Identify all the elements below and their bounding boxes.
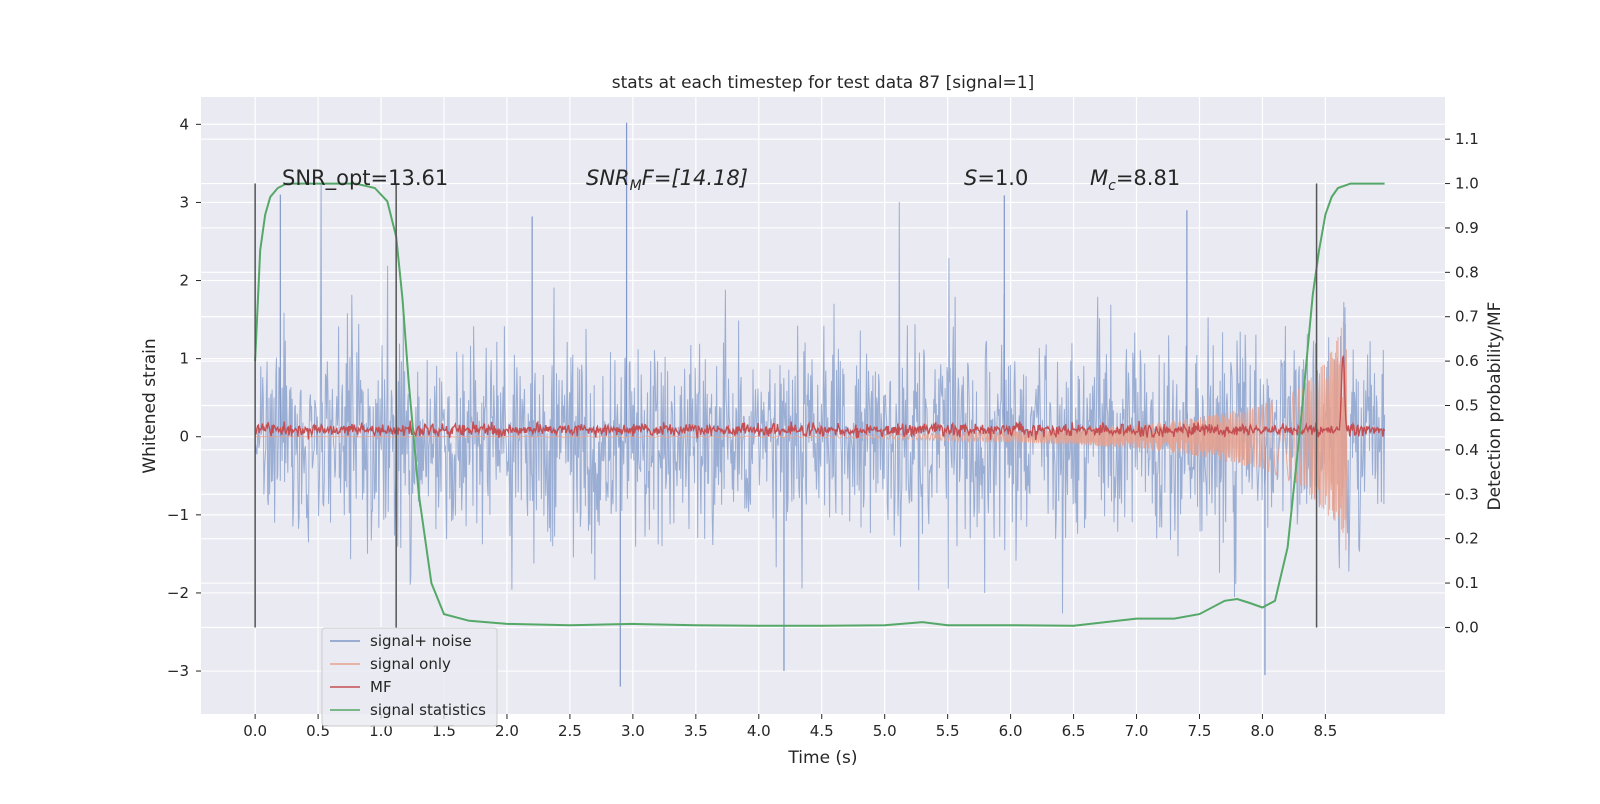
y-right-tick-label: 0.9 bbox=[1455, 219, 1479, 237]
y-right-tick-labels: 0.0 0.1 0.2 0.3 0.4 0.5 0.6 0.7 0.8 0.9 1.0 1.1 bbox=[1455, 130, 1479, 636]
annotation-s: S=1.0 bbox=[964, 166, 1028, 190]
x-tick-label: 2.5 bbox=[558, 722, 582, 740]
y-right-tick-label: 0.4 bbox=[1455, 441, 1479, 459]
y-left-tick-label: 3 bbox=[179, 193, 189, 211]
y-left-tick-label: 1 bbox=[179, 350, 189, 368]
annotation-mc: Mc=8.81 bbox=[1090, 166, 1180, 194]
x-axis-label: Time (s) bbox=[787, 748, 857, 768]
y-left-axis-label: Whitened strain bbox=[140, 338, 160, 473]
legend: signal+ noise signal only MF signal stat… bbox=[321, 627, 498, 727]
x-tick-label: 2.0 bbox=[495, 722, 519, 740]
series-signal-statistics bbox=[254, 182, 1385, 627]
y-right-tick-label: 0.2 bbox=[1455, 530, 1479, 548]
y-right-tick-label: 1.1 bbox=[1455, 130, 1479, 148]
y-left-tick-label: −3 bbox=[167, 662, 189, 680]
x-tick-label: 6.0 bbox=[999, 722, 1023, 740]
x-tick-label: 6.5 bbox=[1062, 722, 1086, 740]
annotation-snr-mf: SNRMF=[14.18] bbox=[586, 166, 748, 194]
annotation-mc-sub: c bbox=[1108, 178, 1116, 194]
y-right-tick-label: 0.6 bbox=[1455, 352, 1479, 370]
y-right-tick-label: 0.5 bbox=[1455, 397, 1479, 415]
x-tick-label: 5.5 bbox=[936, 722, 960, 740]
annotation-snr-mf-sub: M bbox=[630, 178, 642, 194]
y-left-tick-label: −2 bbox=[167, 584, 189, 602]
y-right-tick-label: 0.7 bbox=[1455, 308, 1479, 326]
legend-label-signal-statistics: signal statistics bbox=[370, 701, 486, 719]
x-tick-label: 4.5 bbox=[810, 722, 834, 740]
annotation-s-main: S bbox=[964, 166, 977, 190]
annotation-mc-rest: =8.81 bbox=[1116, 166, 1180, 190]
marker-layer bbox=[254, 183, 1318, 628]
y-right-tick-label: 0.8 bbox=[1455, 263, 1479, 281]
x-tick-labels: 0.0 0.5 1.0 1.5 2.0 2.5 3.0 3.5 4.0 4.5 5.0 5.5 6.0 6… bbox=[243, 722, 1337, 740]
annotation-snr-mf-main: SNR bbox=[586, 166, 630, 190]
x-tick-label: 0.0 bbox=[243, 722, 267, 740]
y-right-tick-label: 1.0 bbox=[1455, 175, 1479, 193]
y-right-tick-label: 0.1 bbox=[1455, 574, 1479, 592]
y-left-tick-label: 4 bbox=[179, 115, 189, 133]
x-tick-label: 3.0 bbox=[621, 722, 645, 740]
x-tick-label: 5.0 bbox=[873, 722, 897, 740]
y-right-tick-label: 0.3 bbox=[1455, 485, 1479, 503]
legend-box bbox=[321, 627, 498, 727]
series-mf bbox=[254, 355, 1386, 441]
x-tick-label: 8.5 bbox=[1313, 722, 1337, 740]
x-tick-label: 0.5 bbox=[306, 722, 330, 740]
series-layer bbox=[254, 122, 1386, 687]
chart-title: stats at each timestep for test data 87 … bbox=[612, 73, 1035, 93]
legend-label-signal-noise: signal+ noise bbox=[370, 632, 472, 650]
annotation-s-rest: =1.0 bbox=[977, 166, 1028, 190]
y-right-tick-label: 0.0 bbox=[1455, 618, 1479, 636]
annotation-snr-mf-rest: F=[14.18] bbox=[642, 166, 748, 190]
y-left-tick-label: 0 bbox=[179, 428, 189, 446]
x-tick-label: 3.5 bbox=[684, 722, 708, 740]
legend-label-signal-only: signal only bbox=[370, 655, 451, 673]
y-left-tick-label: −1 bbox=[167, 506, 189, 524]
annotation-snr-opt: SNR_opt=13.61 bbox=[282, 166, 448, 191]
legend-label-mf: MF bbox=[370, 678, 392, 696]
x-tick-label: 7.5 bbox=[1188, 722, 1212, 740]
annotation-mc-main: M bbox=[1090, 166, 1108, 190]
x-tick-label: 4.0 bbox=[747, 722, 771, 740]
x-tick-label: 7.0 bbox=[1125, 722, 1149, 740]
y-left-tick-label: 2 bbox=[179, 272, 189, 290]
y-right-axis-label: Detection probability/MF bbox=[1485, 302, 1505, 511]
x-tick-label: 8.0 bbox=[1250, 722, 1274, 740]
y-left-tick-labels: −3 −2 −1 0 1 2 3 4 bbox=[167, 115, 189, 680]
